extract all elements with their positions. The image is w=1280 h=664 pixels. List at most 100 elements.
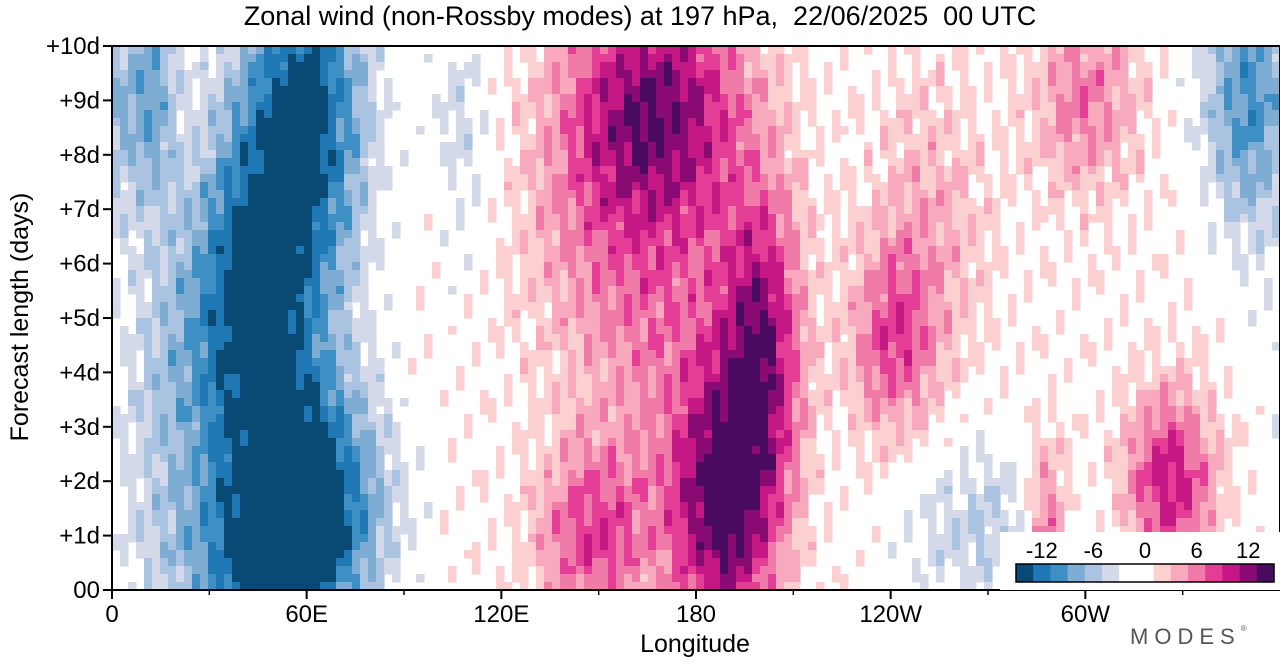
field-cell bbox=[1160, 374, 1169, 383]
field-cell bbox=[848, 206, 857, 215]
field-cell bbox=[552, 150, 561, 159]
field-cell bbox=[312, 270, 321, 279]
field-cell bbox=[976, 150, 985, 159]
field-cell bbox=[608, 182, 617, 191]
field-cell bbox=[1272, 414, 1280, 423]
field-cell bbox=[584, 318, 593, 327]
field-cell bbox=[664, 262, 673, 271]
field-cell bbox=[656, 174, 665, 183]
field-cell bbox=[824, 390, 833, 399]
field-cell bbox=[928, 342, 937, 351]
field-cell bbox=[272, 78, 281, 87]
field-cell bbox=[928, 302, 937, 311]
field-cell bbox=[952, 158, 961, 167]
field-cell bbox=[296, 142, 305, 151]
field-cell bbox=[112, 190, 121, 199]
field-cell bbox=[624, 230, 633, 239]
field-cell bbox=[248, 342, 257, 351]
field-cell bbox=[528, 294, 537, 303]
field-cell bbox=[928, 286, 937, 295]
field-cell bbox=[800, 262, 809, 271]
field-cell bbox=[272, 54, 281, 63]
field-cell bbox=[832, 366, 841, 375]
field-cell bbox=[1056, 118, 1065, 127]
field-cell bbox=[688, 206, 697, 215]
field-cell bbox=[808, 350, 817, 359]
field-cell bbox=[520, 214, 529, 223]
field-cell bbox=[144, 326, 153, 335]
field-cell bbox=[152, 358, 161, 367]
field-cell bbox=[360, 334, 369, 343]
field-cell bbox=[608, 46, 617, 55]
field-cell bbox=[656, 398, 665, 407]
field-cell bbox=[952, 238, 961, 247]
field-cell bbox=[792, 110, 801, 119]
field-cell bbox=[648, 310, 657, 319]
field-cell bbox=[816, 126, 825, 135]
field-cell bbox=[1104, 198, 1113, 207]
field-cell bbox=[896, 270, 905, 279]
field-cell bbox=[1240, 94, 1249, 103]
field-cell bbox=[1040, 118, 1049, 127]
field-cell bbox=[632, 206, 641, 215]
field-cell bbox=[1256, 150, 1265, 159]
field-cell bbox=[776, 102, 785, 111]
field-cell bbox=[696, 190, 705, 199]
field-cell bbox=[312, 206, 321, 215]
field-cell bbox=[952, 150, 961, 159]
field-cell bbox=[952, 206, 961, 215]
field-cell bbox=[968, 214, 977, 223]
field-cell bbox=[912, 206, 921, 215]
field-cell bbox=[760, 334, 769, 343]
field-cell bbox=[1064, 46, 1073, 55]
field-cell bbox=[616, 342, 625, 351]
field-cell bbox=[224, 342, 233, 351]
field-cell bbox=[976, 294, 985, 303]
field-cell bbox=[872, 102, 881, 111]
field-cell bbox=[256, 182, 265, 191]
field-cell bbox=[608, 414, 617, 423]
field-cell bbox=[200, 270, 209, 279]
field-cell bbox=[944, 318, 953, 327]
field-cell bbox=[1248, 102, 1257, 111]
field-cell bbox=[272, 94, 281, 103]
field-cell bbox=[448, 326, 457, 335]
field-cell bbox=[680, 398, 689, 407]
field-cell bbox=[856, 334, 865, 343]
field-cell bbox=[816, 286, 825, 295]
field-cell bbox=[632, 230, 641, 239]
field-cell bbox=[160, 166, 169, 175]
field-cell bbox=[120, 342, 129, 351]
field-cell bbox=[360, 246, 369, 255]
field-cell bbox=[632, 278, 641, 287]
field-cell bbox=[360, 206, 369, 215]
field-cell bbox=[632, 54, 641, 63]
field-cell bbox=[352, 254, 361, 263]
field-cell bbox=[720, 126, 729, 135]
field-cell bbox=[544, 174, 553, 183]
field-cell bbox=[784, 278, 793, 287]
field-cell bbox=[432, 102, 441, 111]
field-cell bbox=[696, 350, 705, 359]
field-cell bbox=[664, 230, 673, 239]
field-cell bbox=[944, 238, 953, 247]
field-cell bbox=[592, 46, 601, 55]
field-cell bbox=[1000, 62, 1009, 71]
field-cell bbox=[968, 326, 977, 335]
field-cell bbox=[544, 150, 553, 159]
field-cell bbox=[336, 94, 345, 103]
field-cell bbox=[432, 270, 441, 279]
field-cell bbox=[1016, 94, 1025, 103]
field-cell bbox=[520, 270, 529, 279]
field-cell bbox=[288, 262, 297, 271]
field-cell bbox=[240, 126, 249, 135]
field-cell bbox=[296, 174, 305, 183]
field-cell bbox=[1088, 62, 1097, 71]
field-cell bbox=[344, 126, 353, 135]
field-cell bbox=[584, 222, 593, 231]
field-cell bbox=[880, 318, 889, 327]
field-cell bbox=[888, 366, 897, 375]
field-cell bbox=[1024, 174, 1033, 183]
field-cell bbox=[696, 78, 705, 87]
field-cell bbox=[720, 230, 729, 239]
